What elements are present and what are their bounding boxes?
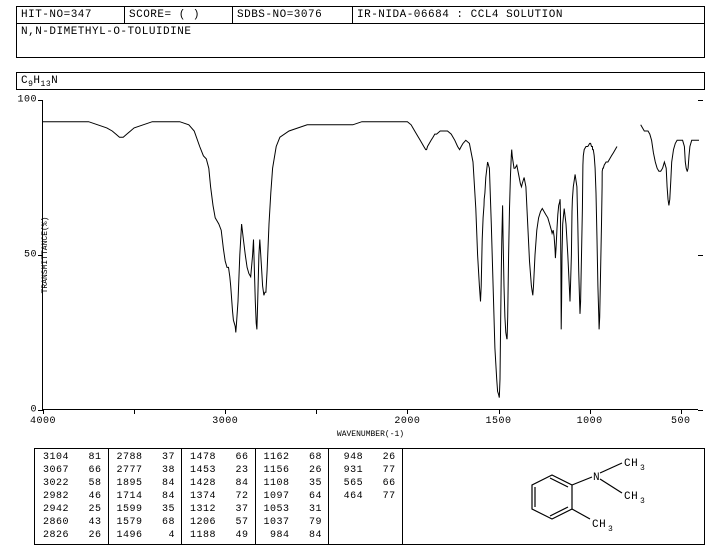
xtick-label: 1500 — [486, 416, 512, 427]
peak-row: 1428 84 — [190, 477, 249, 490]
svg-text:CH: CH — [592, 519, 606, 531]
peak-row: 2826 26 — [43, 529, 102, 542]
peak-row: 2860 43 — [43, 516, 102, 529]
svg-text:CH: CH — [624, 458, 638, 470]
sdbs-no-cell: SDBS-NO=3076 — [233, 7, 353, 23]
peak-row: 984 84 — [264, 529, 323, 542]
svg-text:3: 3 — [608, 525, 613, 534]
ytick-label: 100 — [13, 95, 37, 106]
xtick-label: 2000 — [394, 416, 420, 427]
peak-row: 1162 68 — [264, 451, 323, 464]
compound-name: N,N-DIMETHYL-O-TOLUIDINE — [16, 24, 705, 58]
xtick-label: 4000 — [30, 416, 56, 427]
ytick-label: 0 — [13, 405, 37, 416]
peak-column: 1478 661453 231428 841374 721312 371206 … — [182, 449, 256, 544]
score-cell: SCORE= ( ) — [125, 7, 233, 23]
peak-row: 3104 81 — [43, 451, 102, 464]
peak-row: 1579 68 — [117, 516, 176, 529]
peak-row: 2982 46 — [43, 490, 102, 503]
molecule-svg: N CH 3 CH 3 CH 3 — [518, 455, 688, 539]
peak-row: 1599 35 — [117, 503, 176, 516]
header-bar: HIT-NO=347 SCORE= ( ) SDBS-NO=3076 IR-NI… — [16, 6, 705, 24]
peak-row: 3022 58 — [43, 477, 102, 490]
peak-row: 2777 38 — [117, 464, 176, 477]
peak-row: 1156 26 — [264, 464, 323, 477]
peak-row: 2942 25 — [43, 503, 102, 516]
hit-no-cell: HIT-NO=347 — [17, 7, 125, 23]
peak-row: 1478 66 — [190, 451, 249, 464]
ir-spectrum-plot: TRANSMITTANCE(%) WAVENUMBER(-1) 05010040… — [42, 100, 698, 410]
peak-row: 1206 57 — [190, 516, 249, 529]
peak-row: 1053 31 — [264, 503, 323, 516]
peak-row: 3067 66 — [43, 464, 102, 477]
formula: C9H13N — [16, 72, 705, 90]
svg-text:3: 3 — [640, 497, 645, 506]
xtick-label: 1000 — [577, 416, 603, 427]
peak-row: 1496 4 — [117, 529, 176, 542]
x-axis-label: WAVENUMBER(-1) — [337, 430, 404, 439]
peak-row: 1097 64 — [264, 490, 323, 503]
peak-row: 1188 49 — [190, 529, 249, 542]
structure-diagram: N CH 3 CH 3 CH 3 — [403, 448, 705, 545]
n-atom-label: N — [593, 472, 600, 484]
peak-column: 1162 681156 261108 351097 641053 311037 … — [256, 449, 330, 544]
peak-table: 3104 813067 663022 582982 462942 252860 … — [34, 448, 403, 545]
peak-row: 1037 79 — [264, 516, 323, 529]
xtick-label: 500 — [671, 416, 691, 427]
peak-row: 1453 23 — [190, 464, 249, 477]
svg-text:CH: CH — [624, 491, 638, 503]
peak-column: 3104 813067 663022 582982 462942 252860 … — [35, 449, 109, 544]
peak-column: 2788 372777 381895 841714 841599 351579 … — [109, 449, 183, 544]
peak-row: 1312 37 — [190, 503, 249, 516]
xtick-label: 3000 — [212, 416, 238, 427]
peak-row: 2788 37 — [117, 451, 176, 464]
spectrum-line — [43, 100, 698, 409]
peak-row: 931 77 — [337, 464, 396, 477]
peak-row: 948 26 — [337, 451, 396, 464]
peak-column: 948 26 931 77 565 66 464 77 — [329, 449, 402, 544]
peak-row: 565 66 — [337, 477, 396, 490]
svg-text:3: 3 — [640, 464, 645, 473]
peak-row: 464 77 — [337, 490, 396, 503]
peak-row: 1374 72 — [190, 490, 249, 503]
peak-row: 1108 35 — [264, 477, 323, 490]
method-cell: IR-NIDA-06684 : CCL4 SOLUTION — [353, 7, 704, 23]
ytick-label: 50 — [13, 250, 37, 261]
peak-row: 1895 84 — [117, 477, 176, 490]
peak-row: 1714 84 — [117, 490, 176, 503]
